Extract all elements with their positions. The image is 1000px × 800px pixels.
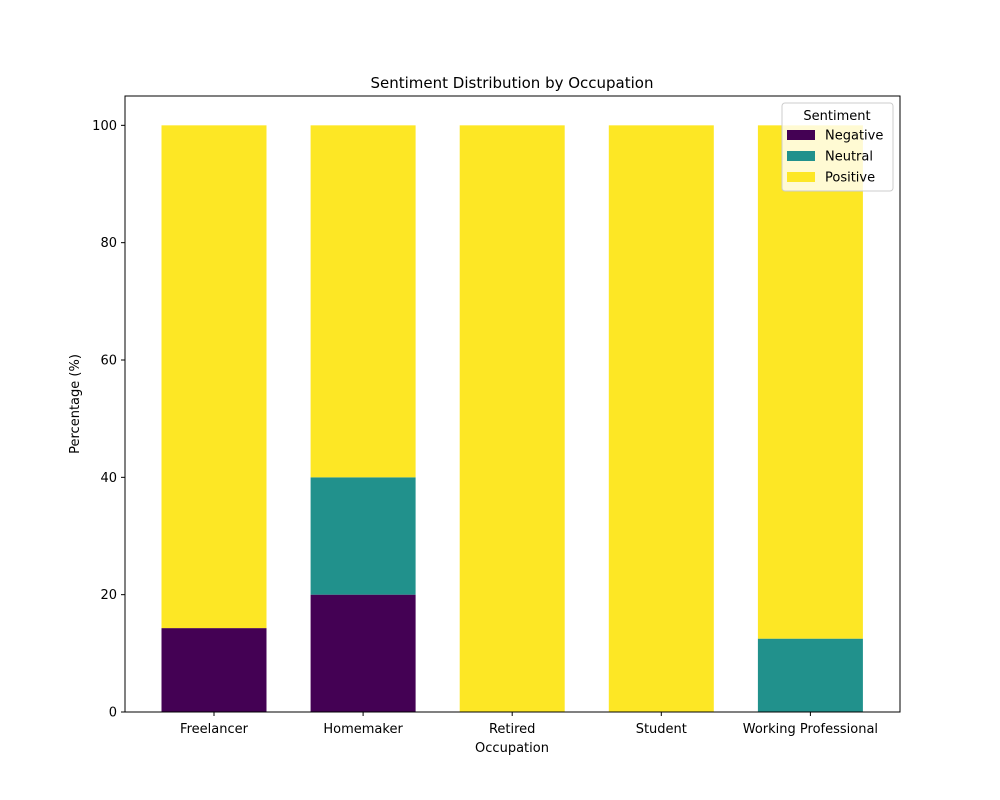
bar-working-professional-neutral	[757, 638, 863, 712]
bars-group	[161, 125, 863, 713]
bar-working-professional-positive	[757, 125, 863, 639]
y-tick-label: 60	[100, 354, 117, 369]
bar-student-positive	[608, 125, 714, 713]
y-tick-label: 0	[109, 706, 117, 721]
x-tick-label-homemaker: Homemaker	[323, 722, 403, 737]
y-tick-label: 40	[100, 471, 117, 486]
y-axis: 0 20 40 60 80 100	[92, 119, 125, 721]
x-axis-label: Occupation	[475, 741, 549, 756]
bar-freelancer-negative	[161, 628, 267, 712]
legend-label-negative: Negative	[825, 129, 883, 144]
bar-homemaker-neutral	[310, 477, 416, 595]
legend-swatch-negative	[787, 130, 815, 140]
y-tick-label: 100	[92, 119, 117, 134]
y-tick-label: 20	[100, 588, 117, 603]
legend-swatch-positive	[787, 172, 815, 182]
y-tick-label: 80	[100, 236, 117, 251]
legend-items: Negative Neutral Positive	[787, 129, 883, 186]
legend-label-positive: Positive	[825, 171, 875, 186]
legend-label-neutral: Neutral	[825, 150, 873, 165]
chart-title: Sentiment Distribution by Occupation	[370, 74, 653, 92]
bar-retired-positive	[459, 125, 565, 713]
y-axis-label: Percentage (%)	[68, 354, 83, 454]
x-tick-label-working-professional: Working Professional	[743, 722, 878, 737]
bar-homemaker-positive	[310, 125, 416, 478]
legend-swatch-neutral	[787, 151, 815, 161]
bar-homemaker-negative	[310, 594, 416, 712]
x-tick-label-freelancer: Freelancer	[180, 722, 249, 737]
bar-freelancer-positive	[161, 125, 267, 629]
x-axis: Freelancer Homemaker Retired Student Working…	[180, 712, 878, 737]
legend: Sentiment Negative Neutral Positive	[781, 102, 894, 192]
x-tick-label-student: Student	[636, 722, 687, 737]
x-tick-label-retired: Retired	[489, 722, 535, 737]
legend-box	[781, 102, 894, 192]
legend-title: Sentiment	[803, 109, 870, 124]
